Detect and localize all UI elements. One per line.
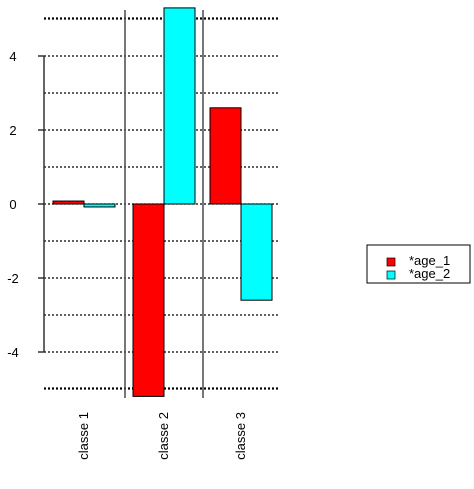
bar-2-2 (163, 7, 196, 205)
category-label: classe 2 (156, 412, 171, 460)
y-tick-label: -2 (7, 271, 19, 286)
y-tick-label: 2 (9, 123, 16, 138)
category-labels: classe 1 classe 2 classe 3 (76, 412, 248, 460)
y-tick-label: 4 (9, 49, 16, 64)
category-label: classe 1 (76, 412, 91, 460)
bar-2-3 (240, 203, 273, 301)
legend-swatch-age-2 (386, 270, 396, 280)
bar-2-1 (83, 203, 116, 208)
bar-1-1 (52, 200, 85, 205)
bars (52, 7, 273, 397)
legend-swatch-age-1 (386, 257, 396, 267)
category-separators (124, 10, 204, 398)
y-tick-label: -4 (7, 345, 19, 360)
legend-label-age-2: *age_2 (409, 266, 450, 281)
legend-box (366, 244, 471, 284)
legend: *age_1 *age_2 (366, 244, 471, 284)
y-tick-label: 0 (9, 197, 16, 212)
legend-label-age-1: *age_1 (409, 253, 450, 268)
bar-1-2 (132, 203, 165, 397)
category-label: classe 3 (233, 412, 248, 460)
bar-1-3 (209, 107, 242, 205)
y-axis: -4 -2 0 2 4 (7, 49, 45, 360)
